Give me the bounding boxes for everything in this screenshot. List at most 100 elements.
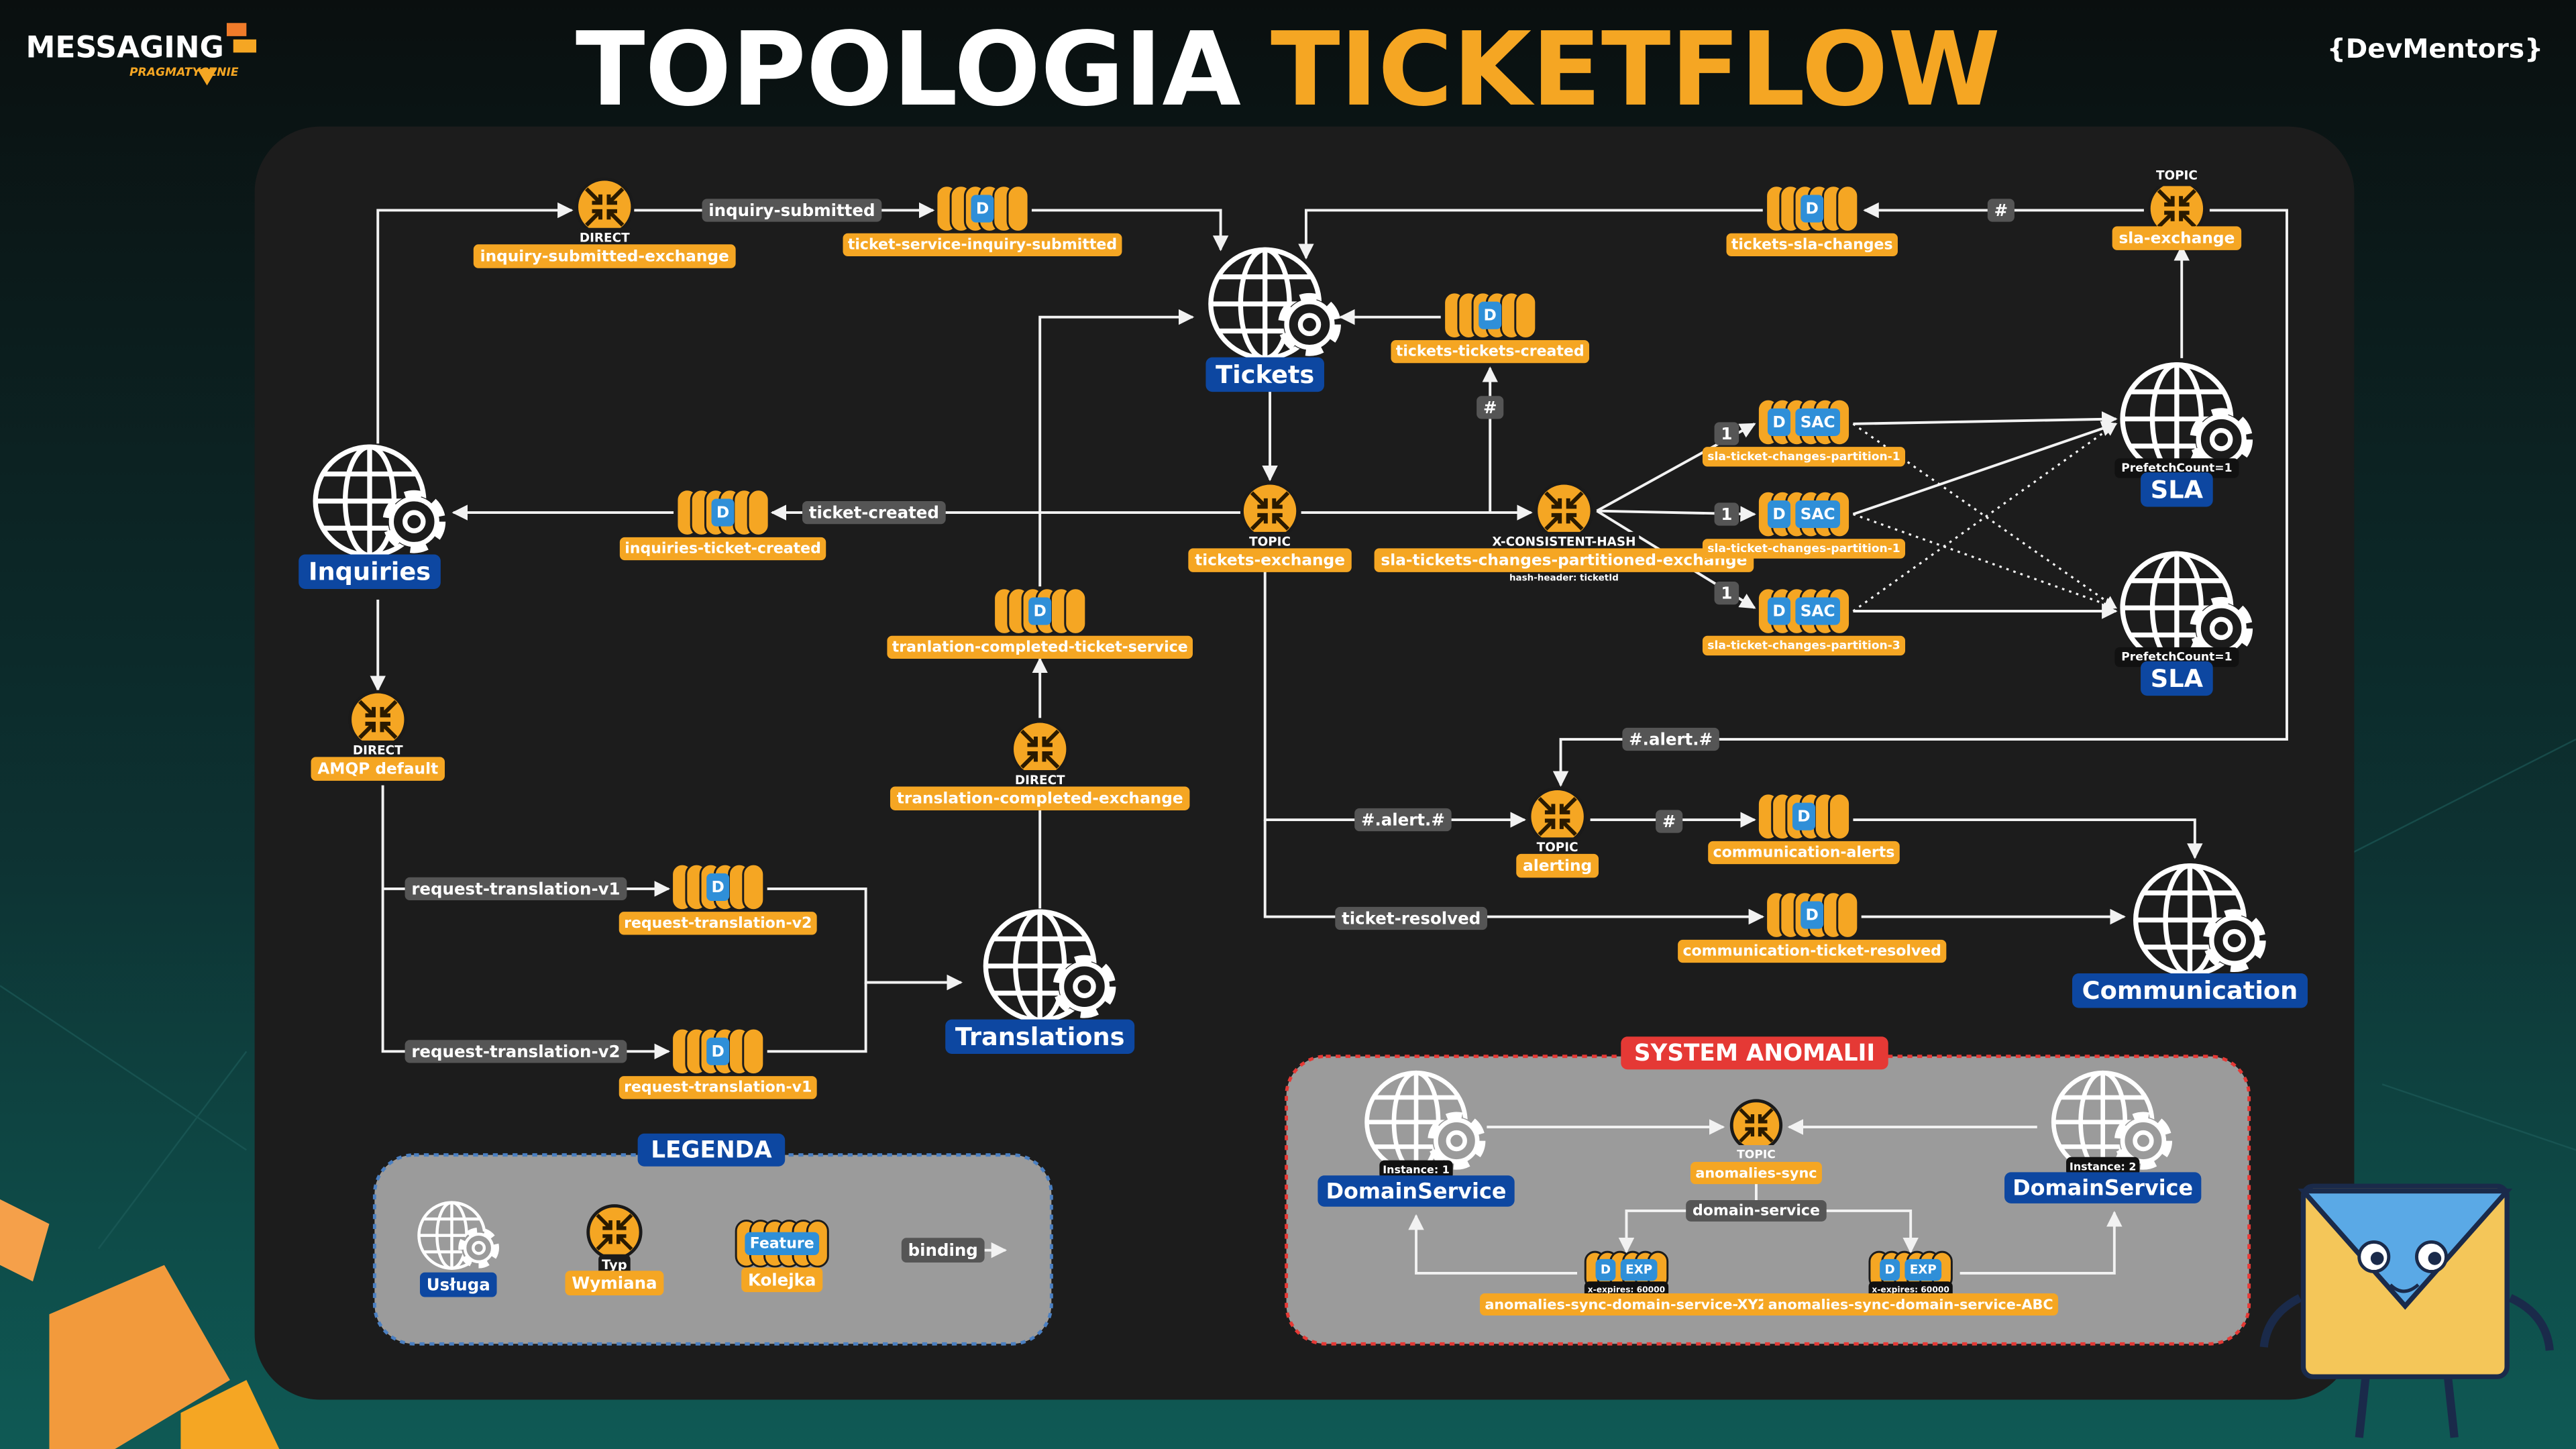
binding-label-box bbox=[1656, 810, 1683, 833]
exchange-arrow bbox=[1250, 491, 1267, 508]
exchange-arrowhead bbox=[2179, 196, 2190, 207]
queue-icon: D EXP bbox=[1868, 1250, 1953, 1289]
legend-label-box bbox=[565, 1271, 664, 1296]
service-label: DomainService bbox=[1318, 1175, 1515, 1207]
queue-segment bbox=[1514, 291, 1538, 339]
legend-label: binding bbox=[901, 1238, 985, 1263]
queue-name-text: sla-ticket-changes-partition-1 bbox=[1707, 450, 1900, 464]
feature-badge: D bbox=[1595, 1258, 1616, 1281]
queue-name: sla-ticket-changes-partition-1 bbox=[1702, 539, 1906, 559]
exchange-icon bbox=[2147, 178, 2206, 239]
queue-segment bbox=[1836, 184, 1860, 233]
exchange-arrowhead bbox=[1758, 1114, 1768, 1124]
exchange-arrowhead bbox=[602, 1234, 612, 1244]
binding-label: domain-service bbox=[1686, 1199, 1827, 1222]
queue-segment bbox=[1836, 891, 1860, 939]
legend-title: LEGENDA bbox=[637, 1133, 786, 1167]
exchange-type: TOPIC bbox=[1533, 837, 1582, 858]
exchange-arrow bbox=[1043, 729, 1060, 746]
legend-label-box bbox=[419, 1272, 497, 1297]
legend-title-box bbox=[637, 1133, 786, 1167]
exchange-circle bbox=[348, 690, 408, 749]
exchange-icon bbox=[1534, 481, 1594, 541]
binding-label-text: # bbox=[1483, 398, 1497, 417]
queue-name-text: tranlation-completed-ticket-service bbox=[892, 639, 1188, 655]
exchange-arrowhead bbox=[1566, 513, 1577, 524]
feature-badge-box bbox=[1880, 1258, 1900, 1281]
exchange-type-text: TOPIC bbox=[2156, 169, 2198, 183]
queue-name: tranlation-completed-ticket-service bbox=[887, 635, 1193, 659]
exchange-name: inquiry-submitted-exchange bbox=[473, 244, 736, 268]
exchange-arrow bbox=[608, 210, 625, 227]
edge bbox=[767, 982, 867, 1053]
service-label: Translations bbox=[945, 1019, 1135, 1055]
binding-label-box bbox=[802, 500, 946, 525]
binding-label-text: # bbox=[1994, 201, 2008, 220]
feature-badge-box bbox=[1795, 408, 1840, 436]
exchange-arrowhead bbox=[1745, 1127, 1755, 1137]
gear-hub bbox=[2209, 616, 2233, 641]
exchange-arrow bbox=[1273, 515, 1290, 531]
binding-label: inquiry-submitted bbox=[702, 199, 882, 222]
service-label-box bbox=[2004, 1172, 2202, 1203]
service-label: SLA bbox=[2141, 661, 2213, 696]
legend-badge: Feature bbox=[745, 1232, 820, 1256]
legend-label: Usługa bbox=[419, 1272, 497, 1297]
exchange-type: TOPIC bbox=[1246, 531, 1294, 553]
feature-badge: D bbox=[706, 1037, 730, 1065]
queue-name: sla-ticket-changes-partition-1 bbox=[1702, 447, 1906, 467]
exchange-arrowhead bbox=[1566, 498, 1577, 509]
service-icon bbox=[1208, 247, 1341, 361]
brand-text: MESSAGING bbox=[25, 31, 223, 65]
legend-badge-box bbox=[598, 1254, 631, 1276]
gear-hub bbox=[2222, 928, 2247, 953]
feature-badge: D bbox=[1767, 408, 1791, 436]
feature-badge-box bbox=[1801, 195, 1824, 223]
queue-segment bbox=[742, 1027, 765, 1076]
queue-name-text: anomalies-sync-domain-service-XYZ bbox=[1485, 1296, 1768, 1312]
exchange-circle bbox=[1240, 481, 1300, 541]
binding-label-box bbox=[1714, 581, 1739, 605]
binding-label: request-translation-v2 bbox=[405, 1040, 627, 1063]
brand: MESSAGING bbox=[25, 31, 223, 65]
exchange-arrow bbox=[1043, 753, 1060, 769]
exchange-arrowhead bbox=[365, 721, 376, 733]
binding-label-box bbox=[1714, 422, 1739, 445]
queue-icon: D bbox=[935, 184, 1030, 233]
queue-name-text: tickets-sla-changes bbox=[1731, 236, 1893, 253]
binding-label-box bbox=[1335, 906, 1488, 930]
anomalies-title-box bbox=[1621, 1036, 1888, 1070]
logo: {DevMentors} bbox=[2327, 34, 2543, 64]
exchange-icon bbox=[1527, 787, 1587, 847]
queue-note-text: x-expires: 60000 bbox=[1588, 1285, 1665, 1294]
binding-label: 1 bbox=[1714, 502, 1739, 526]
feature-badge-box bbox=[711, 498, 735, 527]
feature-badge-box bbox=[1767, 500, 1791, 529]
binding-label: 1 bbox=[1714, 581, 1739, 605]
exchange-arrowhead bbox=[365, 706, 376, 718]
feature-badge-box bbox=[1595, 1258, 1616, 1281]
service-label: DomainService bbox=[2004, 1172, 2202, 1203]
exchange-arrowhead bbox=[1042, 751, 1053, 762]
exchange-type-box bbox=[1489, 531, 1640, 553]
feature-badge-box bbox=[1620, 1258, 1658, 1281]
exchange-arrowhead bbox=[616, 1220, 627, 1230]
service-label-text: SLA bbox=[2151, 475, 2204, 504]
exchange-arrow bbox=[1273, 491, 1290, 508]
feature-badge: D bbox=[1479, 301, 1502, 329]
queue-name-box bbox=[1708, 841, 1900, 865]
gear bbox=[2209, 915, 2260, 966]
exchange-name: tickets-exchange bbox=[1188, 548, 1352, 572]
binding-label: # bbox=[1987, 199, 2015, 222]
service-label-text: DomainService bbox=[2012, 1175, 2193, 1201]
service-label: Inquiries bbox=[299, 554, 441, 589]
feature-badge: D bbox=[711, 498, 735, 527]
edge bbox=[1038, 309, 1195, 587]
exchange-arrow bbox=[1567, 491, 1584, 508]
feature-badge-text: SAC bbox=[1801, 505, 1835, 523]
feature-badge-text: D bbox=[1484, 307, 1497, 325]
gear bbox=[463, 1232, 494, 1264]
edge bbox=[1031, 209, 1229, 252]
gear-hub bbox=[1073, 975, 1096, 998]
exchange-type-text: TOPIC bbox=[1737, 1148, 1776, 1162]
